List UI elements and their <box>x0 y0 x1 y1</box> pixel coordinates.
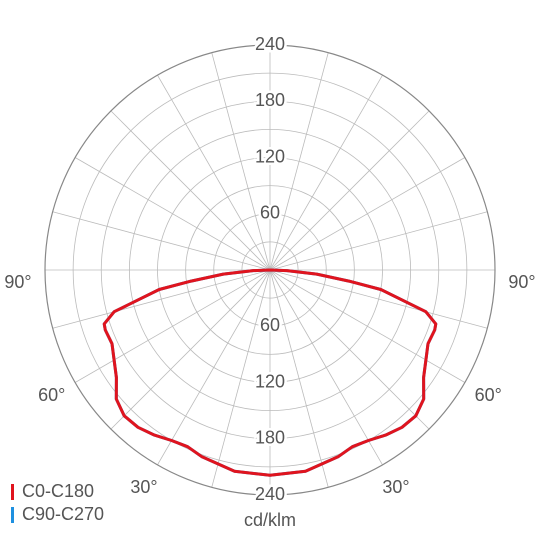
r-tick-label: 60 <box>260 315 280 335</box>
grid-ring <box>241 241 299 299</box>
r-tick-label: 180 <box>255 428 285 448</box>
r-tick-label: 60 <box>260 203 280 223</box>
unit-label: cd/klm <box>244 510 296 530</box>
r-tick-label: 180 <box>255 90 285 110</box>
legend-label: C0-C180 <box>22 481 94 501</box>
grid-ring <box>213 213 327 327</box>
angle-tick-label: 60° <box>38 385 65 405</box>
grid-ring <box>72 72 468 468</box>
angle-tick-label: 90° <box>508 272 535 292</box>
grid-ring <box>128 128 412 412</box>
legend-swatch <box>11 484 14 500</box>
grid-ring <box>185 185 355 355</box>
grid-ring <box>44 44 496 496</box>
grid-ring <box>100 100 440 440</box>
angle-tick-label: 60° <box>475 385 502 405</box>
angle-tick-label: 30° <box>130 477 157 497</box>
angle-tick-label: 90° <box>4 272 31 292</box>
series-line <box>102 268 438 477</box>
legend-label: C90-C270 <box>22 504 104 524</box>
r-tick-label: 240 <box>255 484 285 504</box>
legend-swatch <box>11 507 14 523</box>
grid-ring <box>157 157 383 383</box>
r-tick-label: 240 <box>255 34 285 54</box>
angle-tick-label: 30° <box>382 477 409 497</box>
r-tick-label: 120 <box>255 146 285 166</box>
r-tick-label: 120 <box>255 371 285 391</box>
